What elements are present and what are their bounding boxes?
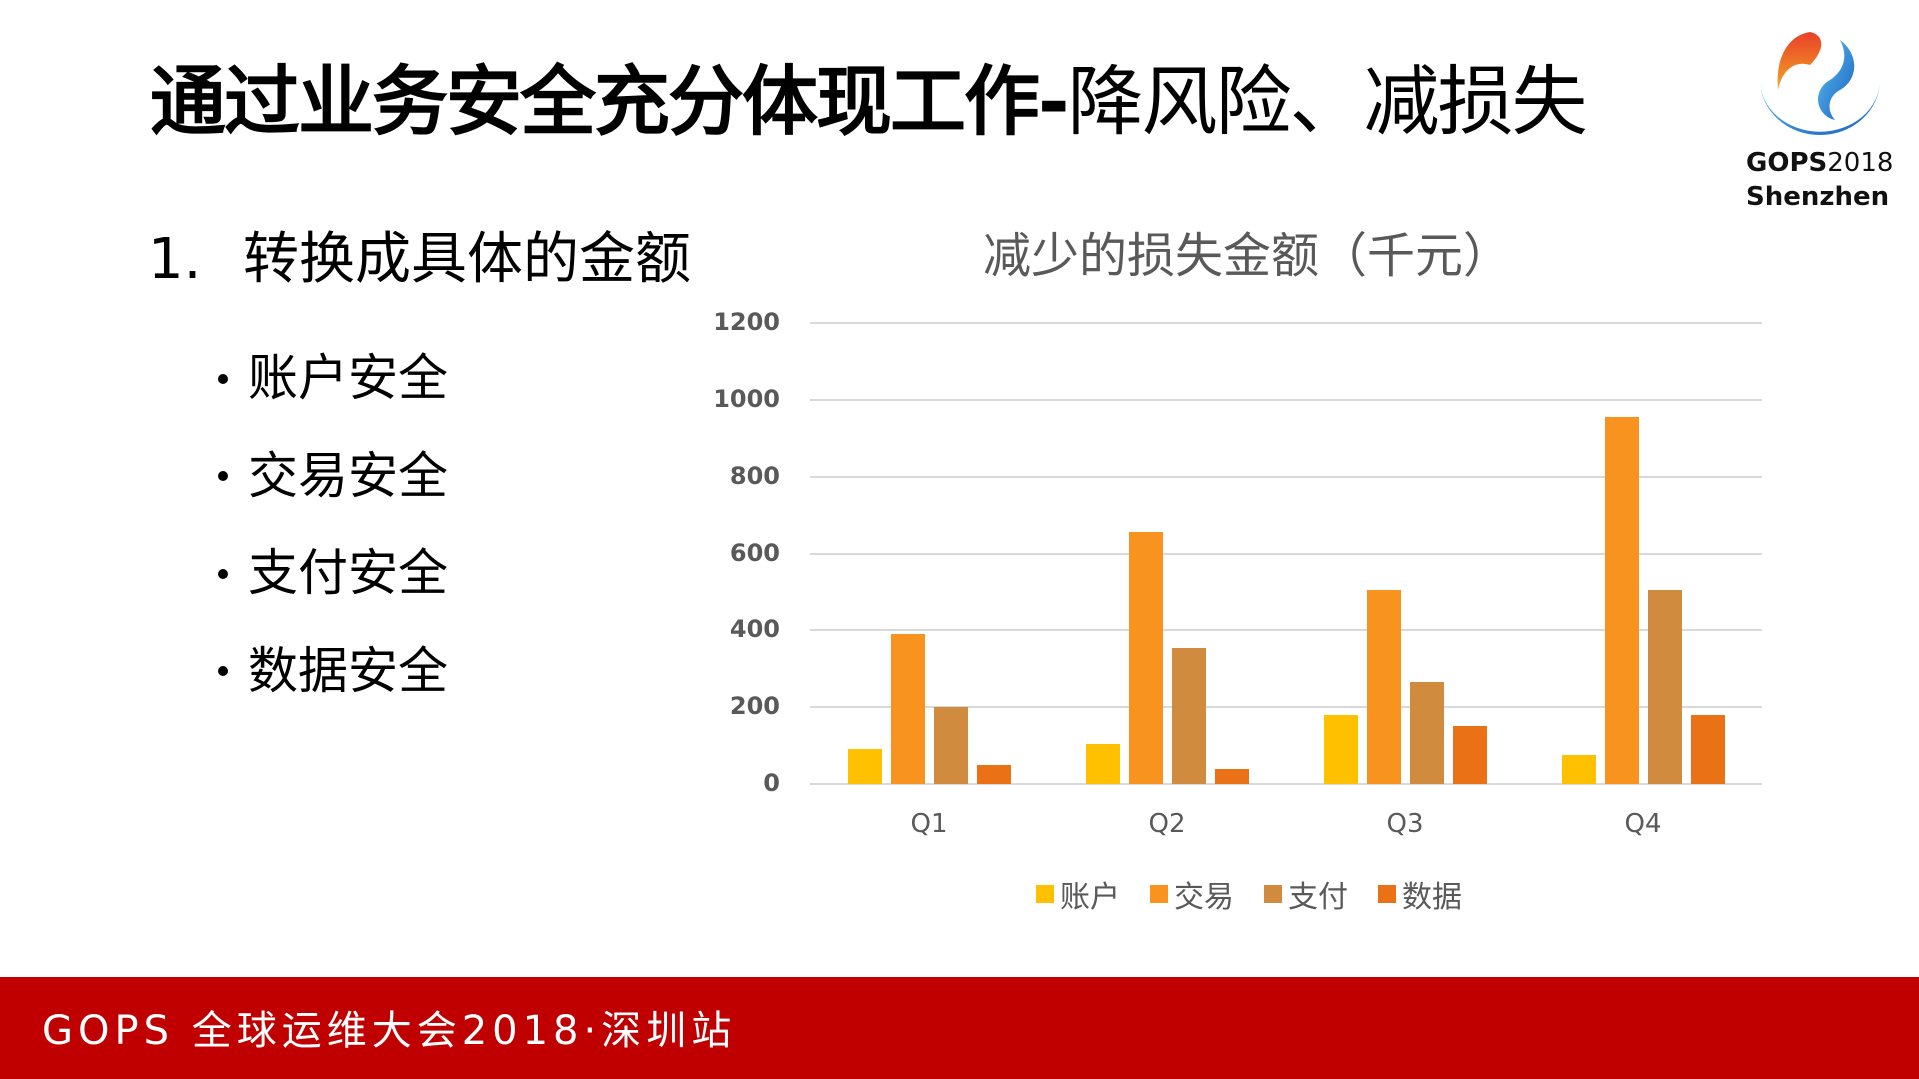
bar-chart: 0 200 400 600 800 1000 1200 Q1 Q2 Q3 Q4: [700, 300, 1780, 860]
bullet-item: 交易安全: [218, 428, 448, 526]
bullet-item: 支付安全: [218, 525, 448, 623]
legend-label: 支付: [1288, 880, 1348, 915]
x-category-label: Q2: [1148, 809, 1186, 839]
y-tick-label: 400: [729, 615, 780, 644]
slide-title-regular: 降风险、减损失: [1067, 57, 1588, 146]
bullet-item: 数据安全: [218, 623, 448, 721]
logo-city-text: Shenzhen: [1746, 182, 1890, 212]
gridline: [810, 783, 1762, 785]
bar-q4-3: [1690, 714, 1725, 784]
gridline: [810, 398, 1762, 401]
bullet-item: 账户安全: [218, 330, 448, 428]
bar-q1-2: [933, 707, 968, 784]
bullet-dot-icon: [218, 666, 228, 677]
bar-q2-0: [1085, 743, 1120, 784]
chart-legend: 账户 交易 支付 数据: [1036, 872, 1492, 916]
bullet-list: 账户安全 交易安全 支付安全 数据安全: [218, 330, 448, 720]
footer-band: [0, 977, 1919, 1079]
gridline: [810, 475, 1762, 478]
y-tick-label: 1000: [713, 384, 780, 413]
footer-text: GOPS 全球运维大会2018·深圳站: [42, 1008, 737, 1054]
y-tick-label: 1200: [713, 308, 780, 336]
heading-number: 1.: [148, 227, 202, 292]
bar-q4-0: [1561, 755, 1596, 784]
legend-item: 数据: [1378, 872, 1462, 916]
legend-label: 账户: [1060, 880, 1120, 915]
bar-q1-0: [847, 749, 882, 784]
bar-q1-3: [976, 764, 1011, 784]
logo-brand-text: GOPS2018: [1746, 148, 1894, 178]
bar-q4-1: [1604, 417, 1639, 784]
bar-q4-2: [1647, 589, 1682, 784]
bar-q3-2: [1409, 682, 1444, 784]
x-category-label: Q4: [1624, 809, 1662, 839]
heading-text: 转换成具体的金额: [243, 227, 691, 292]
x-category-label: Q3: [1386, 809, 1424, 839]
bullet-dot-icon: [218, 568, 228, 579]
bar-q3-0: [1323, 714, 1358, 784]
bar-q3-3: [1452, 726, 1487, 784]
bullet-dot-icon: [218, 471, 228, 482]
legend-swatch-icon: [1036, 885, 1054, 903]
section-heading: 1. 转换成具体的金额: [148, 225, 691, 295]
legend-swatch-icon: [1378, 885, 1396, 903]
bar-q2-2: [1171, 647, 1206, 784]
slide-title: 通过业务安全充分体现工作-降风险、减损失: [150, 52, 1588, 152]
chart-title: 减少的损失金额（千元）: [983, 228, 1512, 284]
legend-label: 交易: [1174, 880, 1234, 915]
gridline: [810, 706, 1762, 709]
x-category-label: Q1: [910, 809, 948, 839]
legend-item: 支付: [1264, 872, 1348, 916]
legend-swatch-icon: [1264, 885, 1282, 903]
legend-item: 交易: [1150, 872, 1234, 916]
y-tick-label: 800: [729, 461, 780, 490]
gops-logo-icon: [1740, 20, 1900, 220]
legend-item: 账户: [1036, 872, 1120, 916]
y-tick-label: 200: [729, 692, 780, 721]
bar-q1-1: [890, 634, 925, 784]
bullet-dot-icon: [218, 373, 228, 384]
bar-q2-1: [1128, 532, 1163, 784]
y-tick-label: 0: [763, 769, 780, 797]
gridline: [810, 552, 1762, 555]
y-tick-label: 600: [729, 538, 780, 567]
legend-swatch-icon: [1150, 885, 1168, 903]
gridline: [810, 322, 1762, 324]
legend-label: 数据: [1402, 880, 1462, 915]
gridline: [810, 629, 1762, 632]
slide-title-bold: 通过业务安全充分体现工作-: [150, 57, 1070, 146]
bar-q3-1: [1366, 589, 1401, 784]
bar-q2-3: [1214, 768, 1249, 784]
